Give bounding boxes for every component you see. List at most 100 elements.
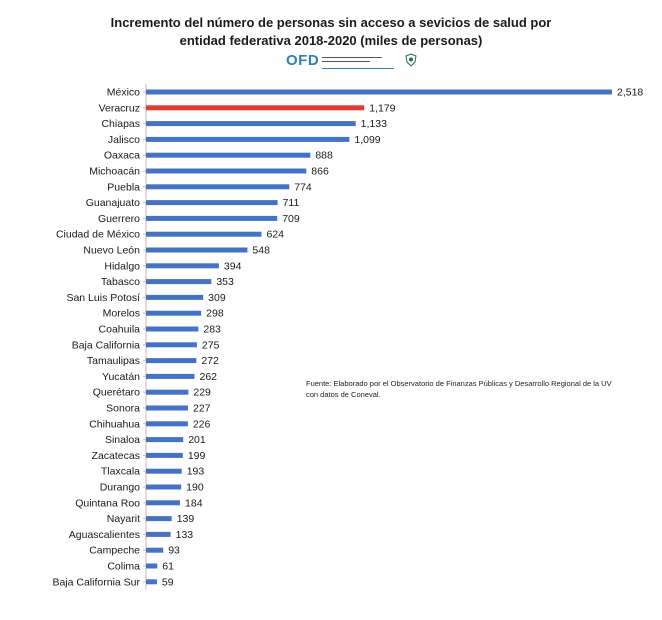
category-label: Durango [100,482,140,494]
data-label: 199 [188,450,206,462]
bar [146,294,204,300]
data-label: 866 [311,166,329,178]
bar [146,89,612,95]
chart-title: Incremento del número de personas sin ac… [0,14,662,50]
bar [146,468,182,474]
data-label: 193 [187,466,205,478]
category-label: Nuevo León [83,245,140,257]
title-line-1: Incremento del número de personas sin ac… [110,15,552,30]
data-label: 709 [282,213,300,225]
category-label: Baja California Sur [52,576,140,588]
category-label: Ciudad de México [56,229,140,241]
data-label: 888 [315,150,333,162]
bar [146,342,197,348]
category-label: Aguascalientes [69,529,140,541]
data-label: 2,518 [617,87,643,99]
data-label: 548 [252,245,270,257]
data-label: 309 [208,292,226,304]
bar [146,579,157,585]
bar [146,310,202,316]
data-label: 1,179 [369,102,395,114]
data-label: 201 [188,434,206,446]
bar [146,547,164,553]
bar [146,358,197,364]
bar [146,200,278,206]
bar [146,516,172,522]
category-label: Coahuila [99,324,141,336]
bar [146,373,195,379]
data-label: 624 [266,229,284,241]
bar [146,263,219,269]
bar [146,247,248,253]
category-label: México [107,87,140,99]
data-label: 229 [193,387,211,399]
bar [146,452,183,458]
bar [146,121,356,127]
bar [146,500,181,506]
data-label: 283 [203,324,221,336]
data-label: 139 [177,513,195,525]
bar [146,421,188,427]
category-label: Sonora [106,403,140,415]
data-label: 711 [283,197,300,209]
data-label: 133 [176,529,194,541]
category-label: Veracruz [99,102,140,114]
category-label: Yucatán [102,371,140,383]
category-label: Nayarit [107,513,140,525]
source-note: Fuente: Elaborado por el Observatorio de… [306,379,612,399]
category-label: Querétaro [93,387,140,399]
bar [146,484,182,490]
category-label: Quintana Roo [75,497,140,509]
bar [146,168,307,174]
category-label: Michoacán [89,166,140,178]
data-label: 353 [216,276,234,288]
category-label: Guanajuato [86,197,140,209]
category-label: Jalisco [108,134,140,146]
ofd-logo: OFD [286,52,426,70]
data-label: 774 [294,181,312,193]
category-label: Morelos [103,308,140,320]
category-label: Baja California [72,339,140,351]
data-label: 226 [193,418,211,430]
bar [146,184,290,190]
category-label: Campeche [89,545,140,557]
data-label: 394 [224,260,242,272]
bar [146,215,278,221]
category-label: San Luis Potosí [66,292,140,304]
category-label: Sinaloa [105,434,140,446]
data-label: 262 [199,371,217,383]
bar [146,136,350,142]
data-label: 227 [193,403,211,415]
category-label: Hidalgo [104,260,140,272]
bar [146,326,199,332]
category-label: Puebla [107,181,140,193]
bar [146,279,212,285]
data-label: 1,133 [361,118,387,130]
bar-highlighted [146,105,365,111]
bar [146,389,189,395]
bar [146,231,262,237]
data-label: 272 [201,355,219,367]
data-label: 184 [185,497,203,509]
category-label: Oaxaca [104,150,140,162]
logo-subtitle-graphic [322,54,394,69]
category-label: Guerrero [98,213,140,225]
bar [146,437,184,443]
logo-text: OFD [286,52,320,69]
bar [146,405,189,411]
category-label: Tabasco [101,276,140,288]
data-label: 190 [186,482,204,494]
title-line-2: entidad federativa 2018-2020 (miles de p… [179,33,483,48]
bar [146,531,171,537]
category-label: Zacatecas [92,450,140,462]
data-label: 59 [162,576,174,588]
data-label: 275 [202,339,220,351]
category-label: Tlaxcala [101,466,140,478]
bar [146,563,158,569]
data-label: 1,099 [354,134,380,146]
bar [146,152,311,158]
category-label: Chiapas [101,118,140,130]
category-label: Chihuahua [89,418,140,430]
category-label: Colima [107,561,140,573]
